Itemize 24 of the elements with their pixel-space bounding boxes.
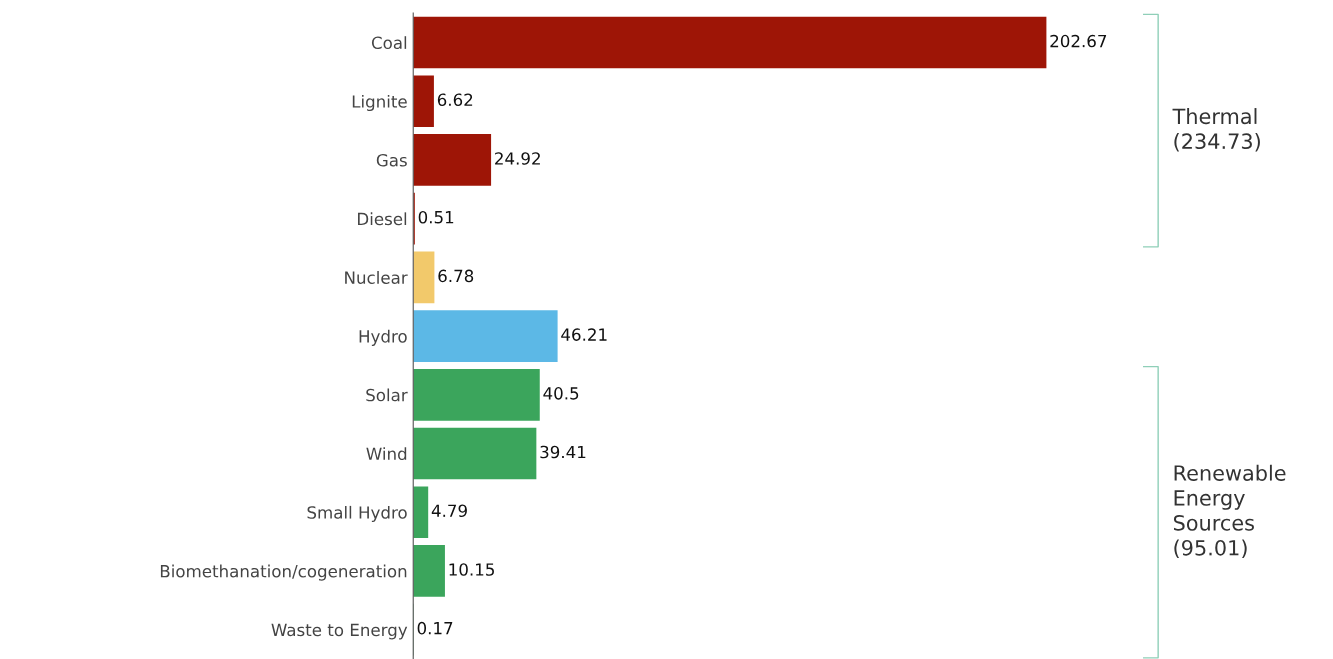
data-label: 24.92	[495, 152, 540, 165]
data-label: 202.67	[1050, 34, 1107, 48]
y-tick-label: Gas	[376, 153, 407, 167]
data-label: 46.21	[561, 328, 607, 341]
data-label: 6.78	[438, 269, 474, 283]
data-label: 40.5	[543, 387, 579, 400]
text: Thermal (234.73)	[1172, 108, 1260, 152]
y-tick-label: Coal	[371, 36, 407, 50]
y-tick-label: Lignite	[352, 94, 407, 112]
data-label: 4.79	[431, 504, 467, 518]
y-tick-label: Waste to Energy	[271, 623, 408, 640]
y-tick-label: Wind	[366, 447, 407, 461]
y-tick-label: Diesel	[358, 212, 407, 226]
y-tick-label: Nuclear	[345, 271, 408, 284]
data-label: 39.41	[540, 445, 586, 459]
data-label: 10.15	[449, 563, 494, 576]
data-label: 6.62	[437, 93, 473, 107]
text: Renewable Energy Sources (95.01)	[1173, 464, 1286, 559]
data-label: 0.51	[418, 210, 454, 224]
y-tick-label: Solar	[366, 388, 408, 402]
y-tick-label: Hydro	[359, 329, 407, 346]
y-tick-label: Small Hydro	[307, 505, 407, 523]
data-label: 0.17	[417, 621, 453, 635]
y-tick-label: Biomethanation/cogeneration	[160, 564, 407, 581]
